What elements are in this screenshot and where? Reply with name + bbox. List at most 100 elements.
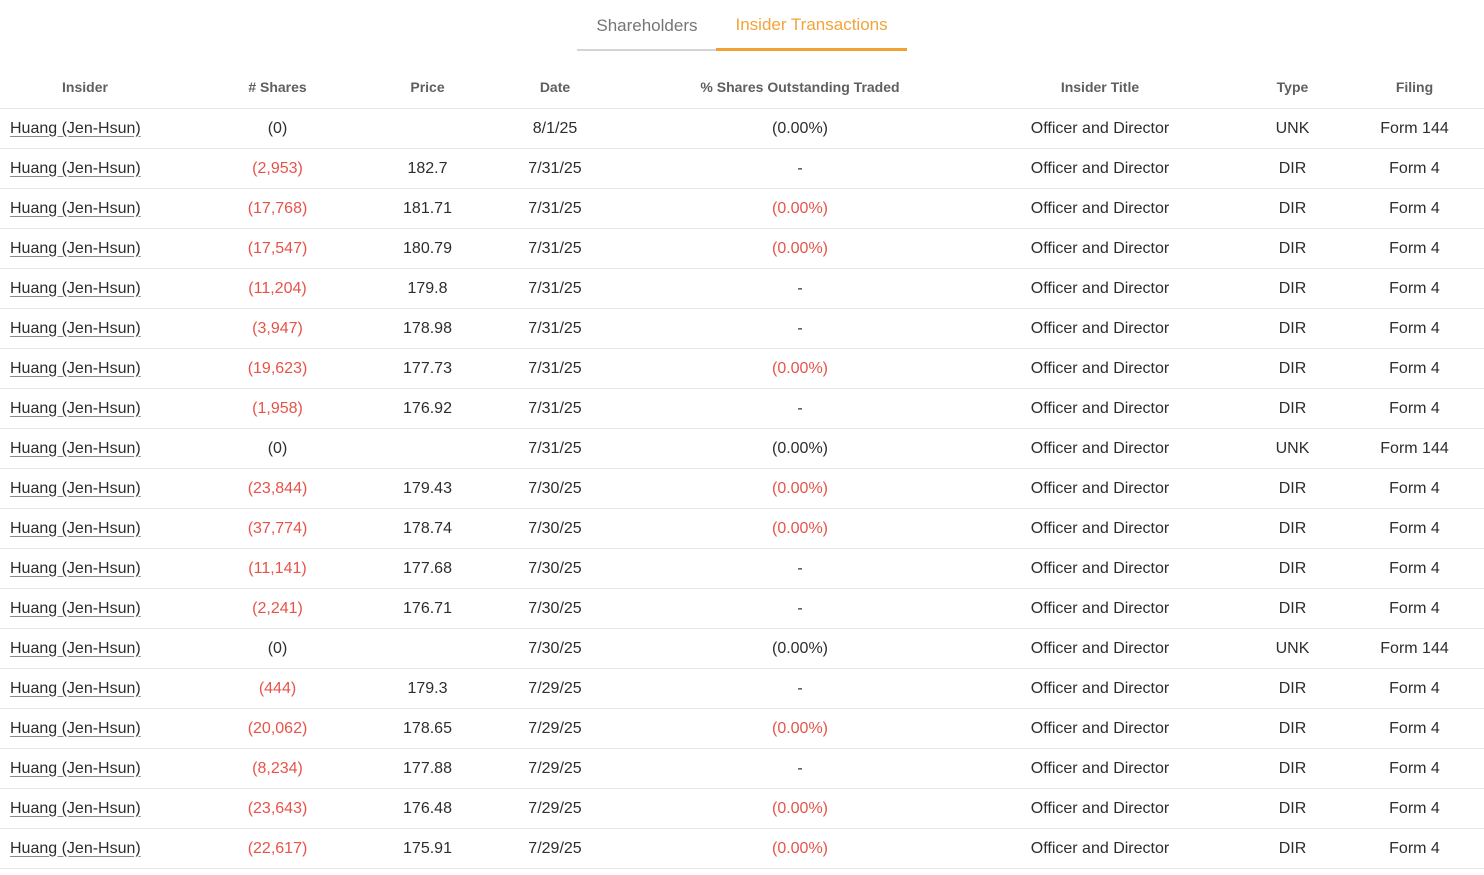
shares-cell: (11,204) — [170, 268, 385, 309]
insider-link[interactable]: Huang (Jen-Hsun) — [10, 479, 141, 497]
insider-cell: Huang (Jen-Hsun) — [0, 548, 170, 589]
insider-transactions-table: Insider # Shares Price Date % Shares Out… — [0, 66, 1484, 869]
filing-cell: Form 4 — [1345, 508, 1484, 549]
price-cell — [385, 108, 470, 149]
filing-cell: Form 4 — [1345, 148, 1484, 189]
type-cell: DIR — [1240, 148, 1345, 189]
table-row: Huang (Jen-Hsun) (444) 179.3 7/29/25- Office… — [0, 668, 1484, 709]
insider-title-cell: Officer and Director — [960, 268, 1240, 309]
date-cell: 7/30/25 — [470, 588, 640, 629]
date-cell: 7/30/25 — [470, 508, 640, 549]
insider-cell: Huang (Jen-Hsun) — [0, 588, 170, 629]
type-cell: DIR — [1240, 308, 1345, 349]
date-cell: 7/31/25 — [470, 188, 640, 229]
pct-traded-cell: (0.00%) — [640, 788, 960, 829]
shares-cell: (0) — [170, 108, 385, 149]
table-row: Huang (Jen-Hsun) (23,643) 176.48 7/29/25 (0.… — [0, 788, 1484, 829]
insider-link[interactable]: Huang (Jen-Hsun) — [10, 839, 141, 857]
insider-link[interactable]: Huang (Jen-Hsun) — [10, 639, 141, 657]
tab-shareholders[interactable]: Shareholders — [577, 7, 717, 51]
type-cell: DIR — [1240, 588, 1345, 629]
pct-traded-cell: - — [640, 148, 960, 189]
insider-link[interactable]: Huang (Jen-Hsun) — [10, 439, 141, 457]
insider-link[interactable]: Huang (Jen-Hsun) — [10, 279, 141, 297]
type-cell: DIR — [1240, 708, 1345, 749]
insider-link[interactable]: Huang (Jen-Hsun) — [10, 159, 141, 177]
insider-link[interactable]: Huang (Jen-Hsun) — [10, 399, 141, 417]
type-cell: DIR — [1240, 388, 1345, 429]
table-header-row: Insider # Shares Price Date % Shares Out… — [0, 66, 1484, 109]
insider-cell: Huang (Jen-Hsun) — [0, 708, 170, 749]
price-cell: 182.7 — [385, 148, 470, 189]
table-row: Huang (Jen-Hsun) (17,768) 181.71 7/31/25 (0.… — [0, 188, 1484, 229]
type-cell: DIR — [1240, 268, 1345, 309]
filing-cell: Form 4 — [1345, 228, 1484, 269]
table-row: Huang (Jen-Hsun) (3,947) 178.98 7/31/25- Off… — [0, 308, 1484, 349]
type-cell: UNK — [1240, 108, 1345, 149]
date-cell: 7/29/25 — [470, 748, 640, 789]
date-cell: 7/31/25 — [470, 228, 640, 269]
insider-link[interactable]: Huang (Jen-Hsun) — [10, 679, 141, 697]
insider-link[interactable]: Huang (Jen-Hsun) — [10, 119, 141, 137]
type-cell: DIR — [1240, 828, 1345, 869]
shares-cell: (23,844) — [170, 468, 385, 509]
insider-link[interactable]: Huang (Jen-Hsun) — [10, 519, 141, 537]
insider-cell: Huang (Jen-Hsun) — [0, 308, 170, 349]
price-cell: 179.3 — [385, 668, 470, 709]
shares-cell: (2,241) — [170, 588, 385, 629]
insider-cell: Huang (Jen-Hsun) — [0, 748, 170, 789]
pct-traded-cell: (0.00%) — [640, 108, 960, 149]
shares-cell: (3,947) — [170, 308, 385, 349]
table-row: Huang (Jen-Hsun) (11,204) 179.8 7/31/25- Off… — [0, 268, 1484, 309]
type-cell: UNK — [1240, 628, 1345, 669]
date-cell: 7/31/25 — [470, 388, 640, 429]
price-cell: 181.71 — [385, 188, 470, 229]
pct-traded-cell: (0.00%) — [640, 508, 960, 549]
insider-link[interactable]: Huang (Jen-Hsun) — [10, 199, 141, 217]
type-cell: DIR — [1240, 788, 1345, 829]
filing-cell: Form 144 — [1345, 108, 1484, 149]
table-row: Huang (Jen-Hsun) (23,844) 179.43 7/30/25 (0.… — [0, 468, 1484, 509]
table-row: Huang (Jen-Hsun) (1,958) 176.92 7/31/25- Off… — [0, 388, 1484, 429]
insider-title-cell: Officer and Director — [960, 628, 1240, 669]
pct-traded-cell: (0.00%) — [640, 468, 960, 509]
insider-title-cell: Officer and Director — [960, 308, 1240, 349]
date-cell: 7/31/25 — [470, 148, 640, 189]
insider-link[interactable]: Huang (Jen-Hsun) — [10, 719, 141, 737]
insider-cell: Huang (Jen-Hsun) — [0, 468, 170, 509]
insider-link[interactable]: Huang (Jen-Hsun) — [10, 239, 141, 257]
table-row: Huang (Jen-Hsun) (37,774) 178.74 7/30/25 (0.… — [0, 508, 1484, 549]
date-cell: 7/31/25 — [470, 428, 640, 469]
insider-link[interactable]: Huang (Jen-Hsun) — [10, 359, 141, 377]
date-cell: 7/29/25 — [470, 708, 640, 749]
type-cell: DIR — [1240, 548, 1345, 589]
filing-cell: Form 4 — [1345, 348, 1484, 389]
table-row: Huang (Jen-Hsun) (17,547) 180.79 7/31/25 (0.… — [0, 228, 1484, 269]
shares-cell: (8,234) — [170, 748, 385, 789]
price-cell: 177.73 — [385, 348, 470, 389]
shares-cell: (0) — [170, 628, 385, 669]
insider-title-cell: Officer and Director — [960, 588, 1240, 629]
shares-cell: (23,643) — [170, 788, 385, 829]
filing-cell: Form 4 — [1345, 548, 1484, 589]
tab-insider-transactions[interactable]: Insider Transactions — [716, 6, 907, 51]
filing-cell: Form 4 — [1345, 828, 1484, 869]
column-header-filing: Filing — [1345, 66, 1484, 109]
pct-traded-cell: - — [640, 308, 960, 349]
type-cell: DIR — [1240, 748, 1345, 789]
type-cell: DIR — [1240, 508, 1345, 549]
date-cell: 7/31/25 — [470, 308, 640, 349]
insider-link[interactable]: Huang (Jen-Hsun) — [10, 559, 141, 577]
table-row: Huang (Jen-Hsun) (20,062) 178.65 7/29/25 (0.… — [0, 708, 1484, 749]
date-cell: 7/31/25 — [470, 348, 640, 389]
table-row: Huang (Jen-Hsun) (0) 8/1/25 (0.00%) Officer … — [0, 108, 1484, 149]
shares-cell: (444) — [170, 668, 385, 709]
insider-link[interactable]: Huang (Jen-Hsun) — [10, 319, 141, 337]
insider-link[interactable]: Huang (Jen-Hsun) — [10, 759, 141, 777]
filing-cell: Form 4 — [1345, 668, 1484, 709]
date-cell: 7/30/25 — [470, 548, 640, 589]
price-cell: 177.88 — [385, 748, 470, 789]
price-cell: 180.79 — [385, 228, 470, 269]
insider-link[interactable]: Huang (Jen-Hsun) — [10, 799, 141, 817]
insider-link[interactable]: Huang (Jen-Hsun) — [10, 599, 141, 617]
